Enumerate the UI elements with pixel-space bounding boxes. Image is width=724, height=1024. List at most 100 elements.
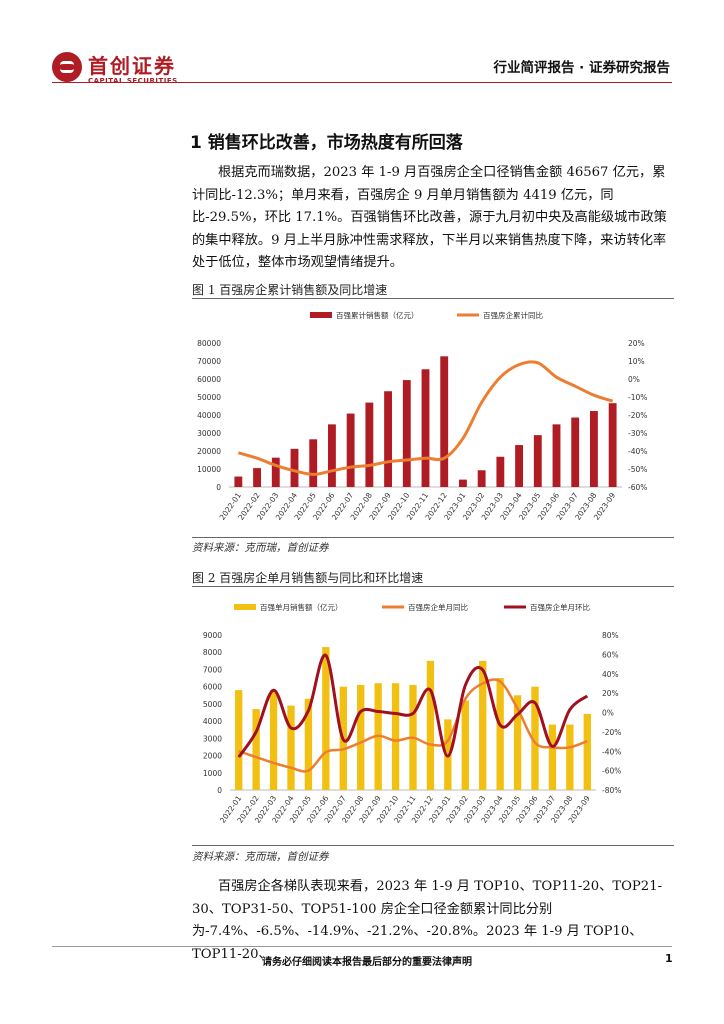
y-right-tick-label: -40% [628,447,647,456]
y-right-tick-label: 40% [602,670,619,679]
y-left-tick-label: 8000 [203,648,222,657]
figure-2-top-rule [192,586,674,587]
figure-1-chart: 0 10000 20000 30000 40000 50000 60000 70000 8000… [197,310,647,522]
y-left-tick-label: 50000 [197,393,221,402]
bar [552,424,561,487]
footer-divider [52,946,672,947]
legal-disclaimer: 请务必仔细阅读本报告最后部分的重要法律声明 [262,957,472,968]
bar [304,698,313,790]
y-right-tick-label: -50% [628,465,647,474]
bar [426,660,435,790]
bar [477,470,486,487]
page-number: 1 [665,952,673,965]
legend-label: 百强房企累计同比 [483,310,543,320]
y-left-tick-label: 40000 [197,411,221,420]
y-left-tick-label: 9000 [203,631,222,640]
bar [583,713,591,790]
y-left-tick-label: 60000 [197,375,221,384]
figure-2-title: 图 2 百强房企单月销售额与同比和环比增速 [192,571,424,585]
bar [309,439,318,487]
bar [531,686,539,790]
bar [571,417,580,487]
bar [515,445,524,487]
y-left-tick-label: 0 [216,483,221,492]
bar [234,476,243,487]
logo-mark-icon [52,52,82,82]
bar [402,380,411,487]
body-paragraph-2: 百强房企各梯队表现来看，2023 年 1-9 月 TOP10、TOP11-20、… [192,876,674,966]
bar [496,678,504,790]
bar [346,413,355,487]
bar [589,411,598,487]
y-right-tick-label: 20% [628,339,645,348]
y-right-tick-label: -20% [628,411,647,420]
logo-name-en: CAPITAL SECURITIES [88,77,178,85]
y-left-tick-label: 3000 [203,734,222,743]
bar [461,700,469,790]
legend-label: 百强房企单月同比 [408,602,468,612]
bar [533,435,542,487]
series-line [237,653,589,758]
y-right-tick-label: -60% [628,483,647,492]
bar [548,724,557,790]
series-line [237,360,614,476]
y-left-tick-label: 6000 [203,683,222,692]
company-logo: 首创证券 CAPITAL SECURITIES [52,50,192,90]
y-left-tick-label: 2000 [203,752,222,761]
y-right-tick-label: 80% [602,631,619,640]
y-left-tick-label: 80000 [197,339,221,348]
y-right-tick-label: -20% [602,728,621,737]
y-right-tick-label: 0% [628,375,640,384]
series-line [238,678,588,773]
bar [421,369,430,487]
y-left-tick-label: 4000 [203,717,222,726]
bar [271,457,280,487]
y-right-tick-label: -60% [602,767,621,776]
bar [458,479,467,487]
y-right-tick-label: 60% [602,650,619,659]
bar [391,683,400,790]
y-right-tick-label: 20% [602,689,619,698]
y-left-tick-label: 20000 [197,447,221,456]
figure-2-source: 资料来源：克而瑞，首创证券 [192,851,329,863]
figure-1-top-rule [192,298,674,299]
figure-1-source: 资料来源：克而瑞，首创证券 [192,542,329,554]
y-right-tick-label: 10% [628,357,645,366]
legend-swatch [310,312,332,318]
bar [357,684,365,790]
legend-swatch [234,604,256,610]
bar [327,424,336,487]
bar [253,468,262,487]
body-paragraph-1: 根据克而瑞数据，2023 年 1-9 月百强房企全口径销售金额 46567 亿元… [192,162,674,275]
y-left-tick-label: 70000 [197,357,221,366]
bar [252,709,260,790]
logo-name-cn: 首创证券 [88,54,176,78]
section-title: 1 销售环比改善，市场热度有所回落 [190,133,463,153]
bar [513,695,522,790]
figure-1-title: 图 1 百强房企累计销售额及同比增速 [192,283,388,297]
y-left-tick-label: 0 [217,786,222,795]
bar [235,690,243,790]
bar [384,391,393,487]
y-right-tick-label: -80% [602,786,621,795]
legend-label: 百强累计销售额（亿元） [336,310,419,320]
y-left-tick-label: 1000 [203,769,222,778]
bar [608,403,617,487]
legend-label: 百强单月销售额（亿元） [260,602,343,612]
bar [322,647,330,790]
bar [287,705,295,790]
header-divider [52,82,672,83]
y-right-tick-label: -40% [602,747,621,756]
body-paragraph-1-text: 根据克而瑞数据，2023 年 1-9 月百强房企全口径销售金额 46567 亿元… [192,165,667,270]
figure-2-chart: 0 1000 2000 3000 4000 5000 6000 7000 8000 9000 -80… [203,602,621,825]
y-left-tick-label: 5000 [203,700,222,709]
bar [365,402,374,487]
bar [269,690,278,790]
y-right-tick-label: -10% [628,393,647,402]
y-left-tick-label: 10000 [197,465,221,474]
bar [440,356,449,487]
legend-label: 百强房企单月环比 [530,602,590,612]
body-paragraph-2-text: 百强房企各梯队表现来看，2023 年 1-9 月 TOP10、TOP11-20、… [192,879,663,962]
report-type-header: 行业简评报告 · 证券研究报告 [493,60,670,76]
y-left-tick-label: 30000 [197,429,221,438]
